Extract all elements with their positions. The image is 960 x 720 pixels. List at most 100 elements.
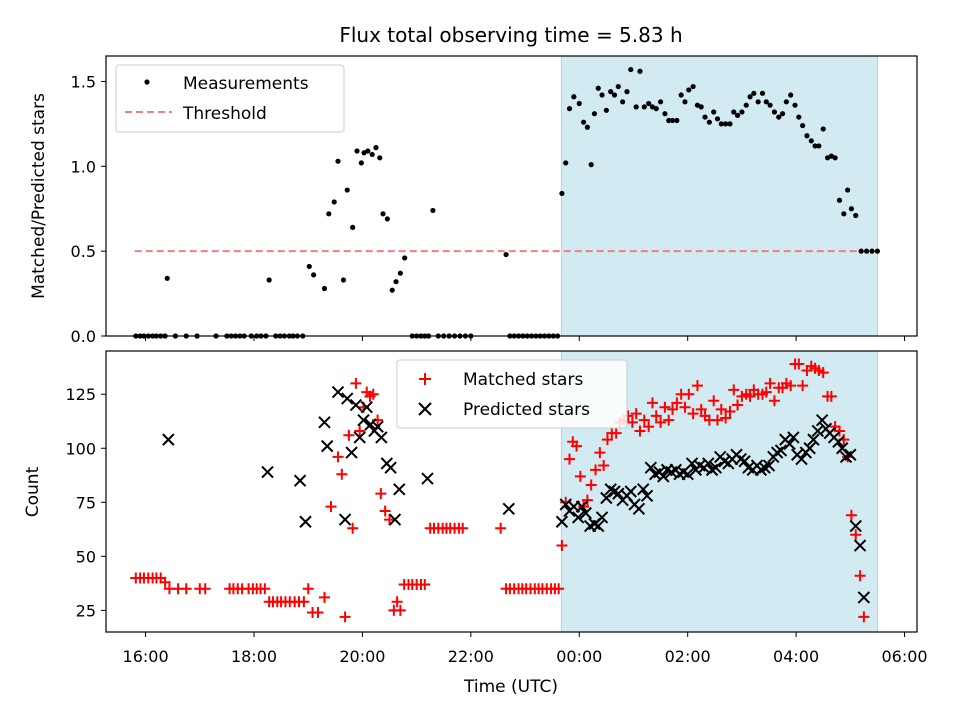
measurements-point [657,99,664,105]
matched-stars-point [419,578,431,590]
matched-stars-point [785,380,797,392]
x-tick-label: 00:00 [556,647,602,666]
top-panel-frame [105,55,918,337]
predicted-stars-point [592,519,605,533]
measurements-point [369,151,375,158]
predicted-stars-point [803,442,816,455]
matched-stars-point [825,390,837,402]
measurements-point [164,275,170,281]
measurements-point [595,85,601,91]
measurements-point [690,83,696,90]
measurements-point [430,207,436,214]
top-observing-window [560,55,878,337]
measurements-point [563,160,569,166]
predicted-stars-point [640,489,654,503]
measurements-point [365,148,371,154]
matched-stars-point [384,514,396,526]
measurements-point [783,99,789,105]
measurements-point [848,206,855,212]
matched-stars-point [347,522,359,534]
matched-stars-point [768,395,780,407]
predicted-stars-point [349,398,363,412]
measurements-point [628,66,634,73]
measurements-point [714,116,721,122]
bot-y-tick-label: 25 [76,601,96,620]
matched-stars-point [159,576,171,588]
matched-stars-point [634,425,646,437]
predicted-stars-point [644,461,658,474]
matched-stars-point [354,425,366,437]
bottom-legend: Matched stars Predicted stars [396,359,628,429]
predicted-stars-point [393,483,406,496]
predicted-stars-point [595,511,609,524]
matched-stars-point [683,388,695,400]
measurements-point [584,124,590,130]
measurements-point [402,255,408,261]
matched-stars-point [833,425,845,437]
matched-stars-point [598,460,610,472]
matched-stars-point [712,414,724,426]
measurements-point [321,285,328,292]
matched-stars-point [325,501,337,513]
predicted-stars-point [338,513,352,526]
predicted-stars-point [555,515,569,528]
predicted-stars-point [832,435,845,448]
predicted-stars-point [571,511,585,524]
matched-stars-point [302,583,314,595]
matched-stars-point [367,388,379,400]
matched-stars-point [724,406,736,418]
matched-stars-point [564,453,576,465]
predicted-stars-point [807,433,820,446]
measurements-point [734,112,741,118]
measurements-point [611,92,618,98]
matched-stars-point [394,604,406,616]
matched-stars-point [594,447,606,459]
matched-stars-point [663,414,675,426]
matched-stars-point [715,403,727,415]
predicted-stars-point [357,413,370,427]
predicted-stars-point [844,448,857,461]
measurements-point [808,138,814,144]
measurements-point [678,92,684,98]
matched-stars-point [574,470,586,482]
legend-predicted-label: Predicted stars [463,400,590,420]
matched-stars-point [679,401,691,413]
matched-stars-point [339,611,351,623]
predicted-stars-point [685,457,699,470]
matched-stars-point [720,412,732,424]
matched-stars-point [553,583,565,595]
matched-stars-point [379,505,391,517]
matched-stars-point [585,479,597,491]
measurements-point [380,211,386,217]
measurements-point [340,277,347,283]
measurements-point [718,121,724,127]
matched-stars-point [687,408,699,420]
top-y-tick-label: 0.0 [71,327,96,346]
predicted-stars-point [835,442,849,455]
matched-stars-point [850,529,862,541]
measurements-point [796,114,802,120]
top-y-tick-label: 0.5 [71,242,96,261]
measurements-point [767,102,773,108]
legend-measurements-marker [144,79,150,85]
predicted-stars-point [384,461,397,474]
predicted-stars-point [681,468,694,481]
matched-stars-point [601,434,613,446]
x-tick-label: 02:00 [665,647,711,666]
measurements-point [682,99,688,105]
measurements-point [653,106,659,112]
measurements-point [771,109,778,115]
x-tick-label: 20:00 [339,647,385,666]
matched-stars-point [655,416,667,428]
legend-threshold-label: Threshold [182,104,267,124]
matched-stars-point [336,468,348,480]
measurements-point [397,270,403,276]
matched-stars-point [375,488,387,500]
predicted-stars-point [293,474,307,487]
measurements-point [624,89,630,95]
predicted-stars-point [345,446,358,459]
matched-stars-point [646,397,658,409]
matched-stars-point [571,440,583,452]
measurements-point [836,197,843,203]
